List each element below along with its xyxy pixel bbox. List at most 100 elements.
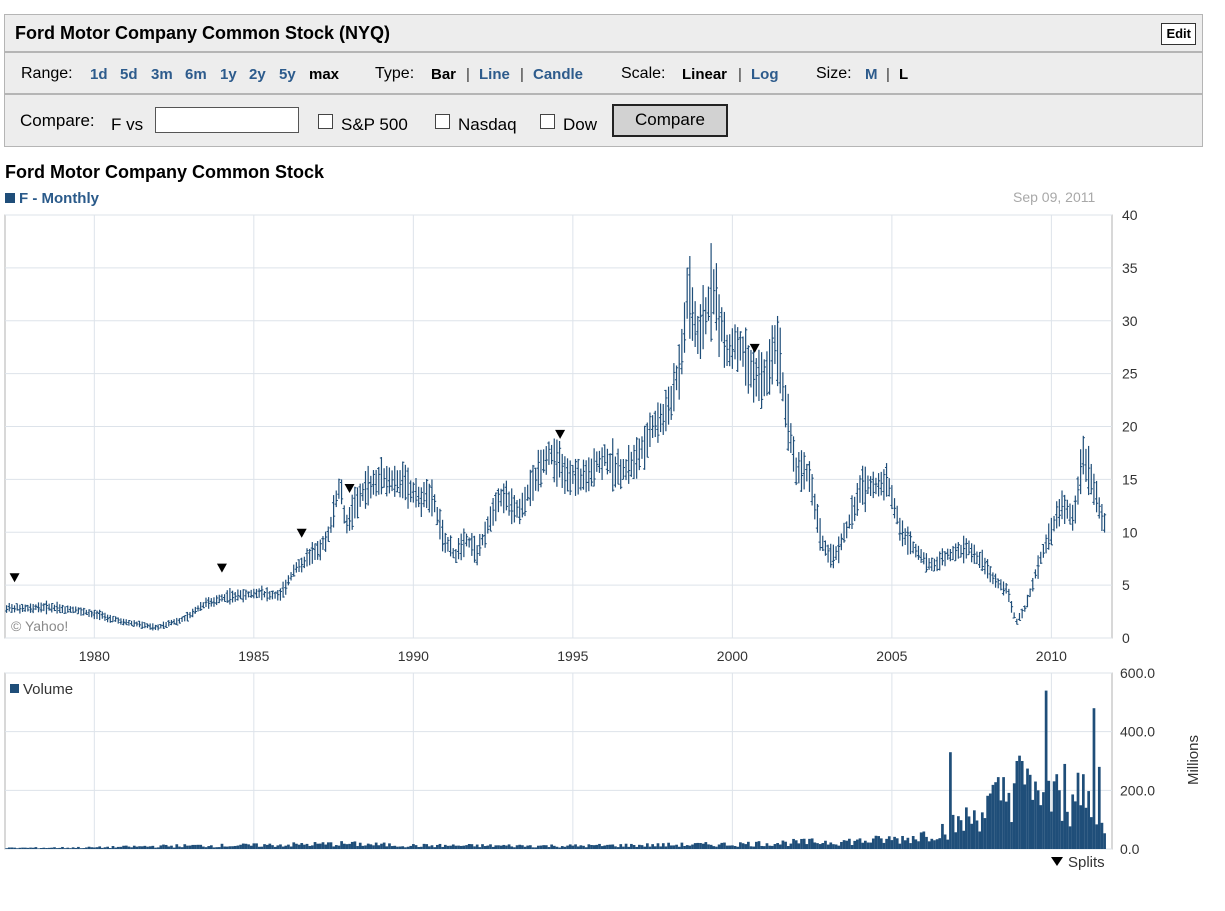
chart-controls: Range: 1d 5d 3m 6m 1y 2y 5y max Type: Ba… [4, 52, 1203, 94]
nasdaq-checkbox[interactable] [435, 114, 450, 129]
range-3m[interactable]: 3m [151, 66, 173, 83]
volume-bar [324, 844, 328, 849]
volume-bar [138, 846, 141, 849]
size-separator: | [886, 66, 890, 83]
compare-symbol-input[interactable] [155, 107, 299, 133]
range-1y[interactable]: 1y [220, 66, 237, 83]
volume-bar [457, 845, 460, 849]
volume-bar [685, 845, 689, 849]
volume-bar [430, 845, 434, 849]
price-y-tick-label: 10 [1122, 524, 1138, 540]
volume-bar [832, 844, 835, 849]
volume-bar [510, 846, 514, 849]
type-bar[interactable]: Bar [431, 66, 457, 83]
edit-button[interactable]: Edit [1161, 23, 1196, 45]
volume-bar [653, 846, 657, 849]
type-candle[interactable]: Candle [533, 66, 584, 83]
range-6m[interactable]: 6m [185, 66, 207, 83]
volume-bar [571, 845, 575, 849]
compare-button[interactable]: Compare [612, 104, 728, 137]
volume-bar [236, 845, 240, 849]
volume-bar [587, 844, 591, 849]
volume-bar [643, 846, 647, 849]
volume-bar [77, 846, 80, 849]
volume-bar [786, 845, 790, 849]
volume-bar [140, 846, 144, 849]
volume-bar [582, 845, 585, 849]
volume-bar [1020, 761, 1024, 849]
type-separator: | [466, 66, 470, 83]
volume-bar [770, 845, 774, 849]
volume-bar [135, 846, 139, 849]
volume-bar [191, 844, 195, 849]
volume-bar [749, 846, 753, 849]
volume-bar [890, 840, 894, 849]
volume-bar [792, 838, 795, 849]
volume-bar [877, 836, 880, 849]
volume-bar [845, 840, 849, 849]
volume-bar [808, 838, 811, 849]
volume-bar [148, 846, 152, 849]
scale-label: Scale: [621, 65, 666, 82]
size-l[interactable]: L [899, 66, 909, 83]
volume-bar [632, 844, 636, 849]
range-1d[interactable]: 1d [90, 66, 108, 83]
volume-bar [412, 844, 415, 849]
scale-log[interactable]: Log [751, 66, 779, 83]
volume-bar [159, 845, 163, 849]
volume-bar [951, 814, 955, 849]
volume-bar [648, 846, 652, 849]
dow-checkbox[interactable] [540, 114, 555, 129]
scale-linear[interactable]: Linear [682, 66, 728, 83]
volume-bar [318, 843, 322, 849]
volume-bar [608, 844, 612, 849]
volume-bar [938, 838, 942, 849]
volume-bar [563, 846, 567, 849]
volume-bar [709, 844, 713, 849]
volume-bar [1068, 826, 1072, 849]
sp500-checkbox[interactable] [318, 114, 333, 129]
volume-bar [268, 843, 272, 849]
volume-bar [441, 846, 444, 849]
volume-bar [784, 841, 787, 849]
volume-bar [321, 842, 325, 849]
volume-bar [119, 846, 123, 849]
range-5y[interactable]: 5y [279, 66, 296, 83]
volume-bar [850, 845, 854, 849]
volume-bar [459, 845, 463, 849]
volume-bar [933, 840, 936, 849]
volume-bar [635, 846, 639, 849]
volume-bar [672, 845, 676, 849]
volume-bar [53, 847, 56, 849]
volume-bar [962, 830, 966, 849]
volume-bar [308, 845, 312, 849]
volume-bar [1071, 794, 1075, 849]
title-bar: Ford Motor Company Common Stock (NYQ) Ed… [4, 14, 1203, 52]
volume-bar [967, 816, 971, 849]
price-y-tick-label: 30 [1122, 313, 1138, 329]
volume-bar [396, 846, 399, 849]
volume-bar [122, 845, 125, 849]
sp500-label: S&P 500 [341, 115, 408, 134]
volume-bar [667, 842, 670, 849]
range-2y[interactable]: 2y [249, 66, 266, 83]
volume-bar [361, 845, 365, 849]
volume-bar [1012, 783, 1016, 849]
volume-bar [544, 845, 548, 849]
volume-bar [225, 846, 229, 849]
volume-bar [521, 845, 524, 849]
volume-bar [744, 844, 748, 849]
volume-bar [93, 847, 96, 849]
range-5d[interactable]: 5d [120, 66, 138, 83]
volume-bar [151, 845, 155, 849]
volume-bar [295, 843, 298, 849]
range-max[interactable]: max [309, 66, 340, 83]
type-line[interactable]: Line [479, 66, 510, 83]
volume-bar [622, 846, 625, 849]
volume-bar [244, 843, 248, 849]
volume-bar [50, 847, 54, 849]
volume-bar [754, 841, 758, 849]
volume-bar [425, 844, 429, 849]
volume-bar [691, 844, 694, 849]
size-m[interactable]: M [865, 66, 878, 83]
